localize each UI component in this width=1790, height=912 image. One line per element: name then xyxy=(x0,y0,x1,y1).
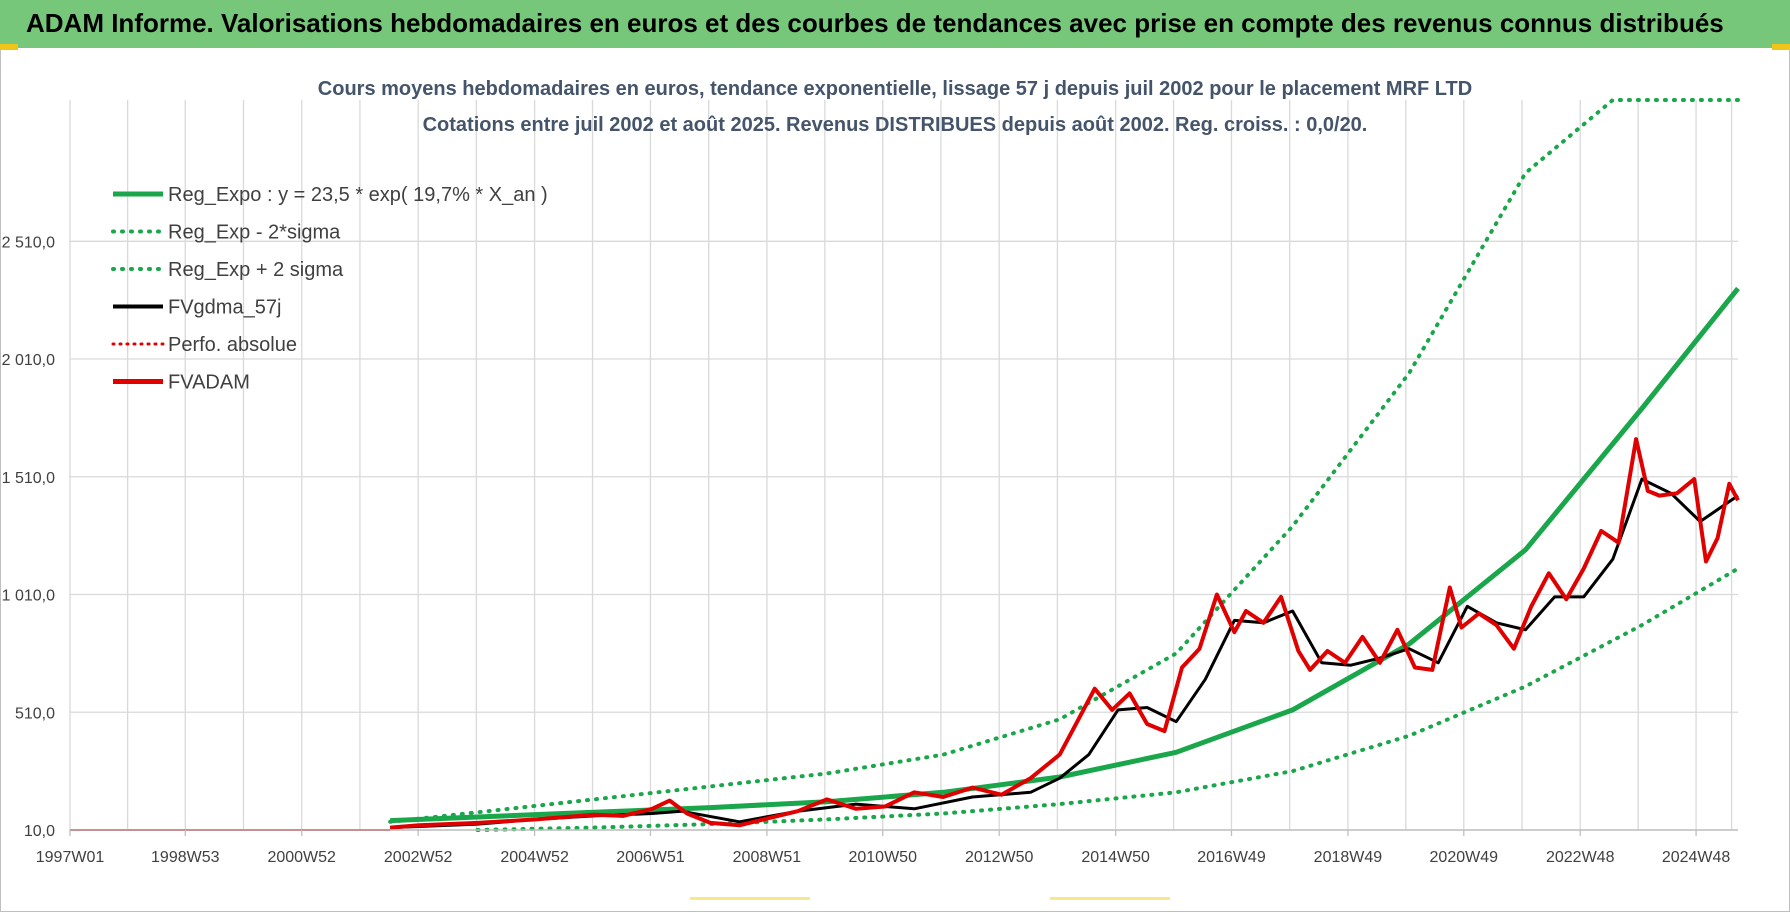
x-tick-label: 2020W49 xyxy=(1430,849,1499,866)
header-bar: ADAM Informe. Valorisations hebdomadaire… xyxy=(0,0,1790,48)
x-tick-label: 2022W48 xyxy=(1546,849,1615,866)
y-tick-label: 2 510,0 xyxy=(2,234,55,251)
legend-label: FVADAM xyxy=(168,372,250,394)
y-tick-label: 510,0 xyxy=(15,705,55,722)
x-tick-label: 2000W52 xyxy=(267,849,336,866)
legend-label: FVgdma_57j xyxy=(168,297,281,319)
legend-label: Perfo. absolue xyxy=(168,334,297,356)
series-fvgdma-57j xyxy=(390,477,1739,830)
legend-item-reg-expo: Reg_Expo : y = 23,5 * exp( 19,7% * X_an … xyxy=(113,184,548,206)
chart-subtitle: Cotations entre juil 2002 et août 2025. … xyxy=(423,114,1368,136)
x-tick-label: 2018W49 xyxy=(1314,849,1383,866)
x-tick-label: 2016W49 xyxy=(1197,849,1266,866)
legend-label: Reg_Expo : y = 23,5 * exp( 19,7% * X_an … xyxy=(168,184,548,206)
legend-label: Reg_Exp - 2*sigma xyxy=(168,222,341,244)
legend-item-reg-exp-minus: Reg_Exp - 2*sigma xyxy=(111,222,341,244)
x-tick-label: 2004W52 xyxy=(500,849,569,866)
series-layer xyxy=(70,98,1740,832)
x-tick-label: 2010W50 xyxy=(848,849,917,866)
x-tick-label: 2006W51 xyxy=(616,849,685,866)
bottom-marker xyxy=(690,897,810,900)
legend-item-fvgdma: FVgdma_57j xyxy=(113,297,281,319)
chart-svg: 10,0 510,0 1 010,0 1 510,0 2 010,0 2 510,0 199… xyxy=(2,78,1740,866)
legend-item-reg-exp-plus: Reg_Exp + 2 sigma xyxy=(111,259,344,281)
series-reg-exp-plus-2-sigma xyxy=(388,98,1740,824)
x-tick-label: 2008W51 xyxy=(733,849,802,866)
y-tick-label: 10,0 xyxy=(24,823,55,840)
corner-marker-right xyxy=(1772,44,1790,50)
legend-item-perfo: Perfo. absolue xyxy=(111,334,297,356)
y-tick-label: 2 010,0 xyxy=(2,352,55,369)
grid-layer xyxy=(69,100,1738,831)
y-tick-label: 1 510,0 xyxy=(2,470,55,487)
x-tick-label: 2024W48 xyxy=(1662,849,1731,866)
bottom-marker xyxy=(1050,897,1170,900)
x-tick-label: 2002W52 xyxy=(384,849,453,866)
legend-label: Reg_Exp + 2 sigma xyxy=(168,259,344,281)
legend-item-fvadam: FVADAM xyxy=(113,372,250,394)
x-tick-label: 1997W01 xyxy=(36,849,105,866)
page-title: ADAM Informe. Valorisations hebdomadaire… xyxy=(26,8,1724,38)
corner-marker-left xyxy=(0,44,18,50)
x-tick-label: 2014W50 xyxy=(1081,849,1150,866)
axis-layer: 10,0 510,0 1 010,0 1 510,0 2 010,0 2 510,0 199… xyxy=(2,234,1738,866)
y-tick-label: 1 010,0 xyxy=(2,588,55,605)
series-reg-exp-minus-2-sigma xyxy=(475,566,1740,832)
legend: Reg_Expo : y = 23,5 * exp( 19,7% * X_an … xyxy=(111,184,548,394)
series-fvadam xyxy=(390,437,1740,830)
chart-title: Cours moyens hebdomadaires en euros, ten… xyxy=(318,78,1472,100)
x-tick-label: 1998W53 xyxy=(151,849,220,866)
x-tick-label: 2012W50 xyxy=(965,849,1034,866)
